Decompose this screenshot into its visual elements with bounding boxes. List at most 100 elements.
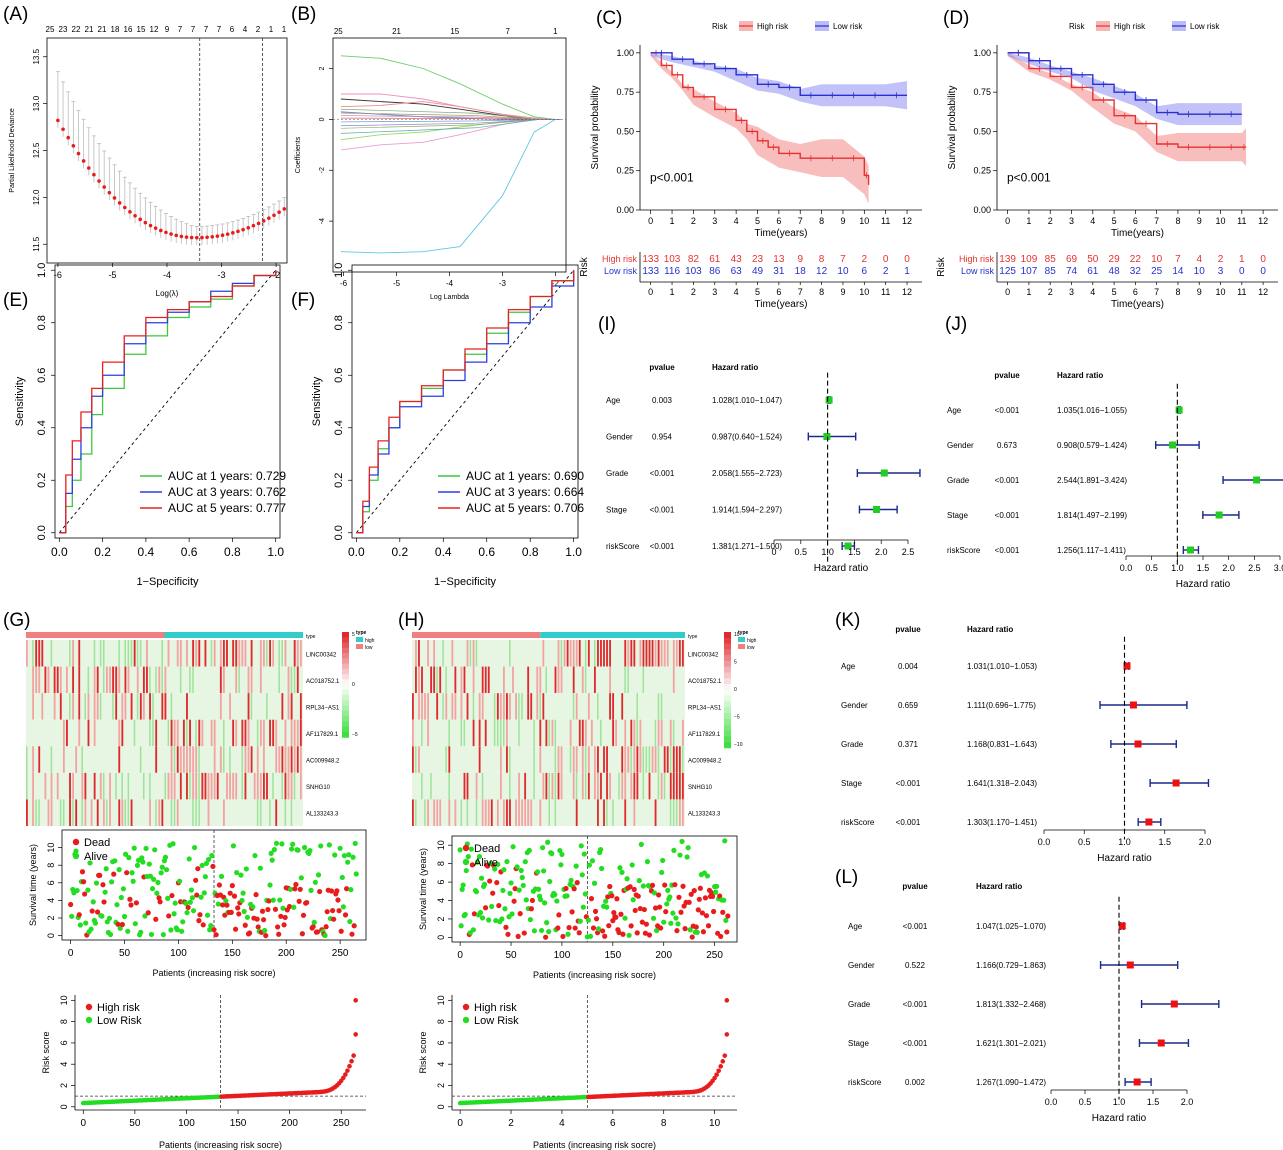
- heat-cell-green: [627, 666, 629, 694]
- alive-point: [312, 879, 318, 885]
- alive-point: [486, 917, 492, 923]
- x-tick-label: 4: [1090, 216, 1095, 226]
- y-tick-label: 0: [436, 935, 446, 940]
- risk-count: 116: [664, 266, 680, 277]
- plot-frame: [46, 37, 288, 264]
- x-axis-label: Hazard ratio: [814, 563, 869, 574]
- heat-cell: [226, 772, 228, 800]
- heat-cell-green: [84, 693, 87, 720]
- heat-cell: [527, 693, 530, 720]
- cv-point: [195, 235, 199, 240]
- dead-point: [576, 930, 582, 936]
- plot-frame: [54, 264, 281, 539]
- risk-count: 85: [1045, 254, 1057, 265]
- cv-point: [86, 166, 91, 170]
- alive-point: [684, 854, 690, 860]
- high-risk-point: [345, 1068, 350, 1073]
- heat-cell: [56, 772, 59, 800]
- heat-cell-green: [424, 799, 426, 826]
- alive-point: [279, 841, 285, 847]
- cv-point: [277, 210, 281, 214]
- heat-cell-green: [26, 746, 28, 773]
- alive-point: [238, 872, 244, 878]
- y-tick-label: 2: [319, 66, 326, 70]
- heat-cell: [603, 640, 605, 667]
- ci-band: [650, 52, 908, 110]
- risk-row-label: Low risk: [604, 266, 638, 276]
- heat-cell-green: [173, 799, 176, 826]
- color-scale-label: −5: [734, 715, 740, 721]
- risk-count: 2: [883, 266, 889, 277]
- dead-point: [266, 898, 272, 904]
- heat-cell-green: [421, 719, 423, 747]
- heat-cell: [430, 666, 433, 694]
- cv-point: [76, 151, 81, 156]
- dead-point: [216, 882, 222, 888]
- heat-cell: [597, 772, 599, 800]
- dead-point: [272, 906, 279, 912]
- alive-point: [352, 840, 358, 847]
- heat-cell: [657, 640, 660, 667]
- heat-cell: [296, 666, 299, 694]
- table-x-tick-label: 8: [819, 287, 824, 297]
- heat-cell: [524, 799, 527, 826]
- y-tick-label: 11.5: [32, 236, 41, 252]
- heat-cell-green: [509, 746, 511, 773]
- heat-cell: [250, 746, 253, 773]
- heat-cell: [290, 772, 293, 800]
- x-tick-label: 3.0: [1274, 563, 1283, 573]
- heat-cell: [484, 799, 487, 826]
- color-scale-step: [342, 642, 349, 649]
- heat-cell: [226, 640, 228, 667]
- heat-cell: [87, 693, 90, 720]
- heat-cell: [472, 666, 475, 694]
- top-tick-label: 25: [46, 25, 55, 34]
- heat-cell-green: [669, 746, 672, 773]
- color-scale-step: [724, 643, 731, 650]
- alive-point: [458, 923, 464, 929]
- y-axis-label: Survival probability: [947, 86, 958, 170]
- dead-point: [720, 909, 726, 915]
- heat-cell-green: [102, 666, 105, 694]
- y-tick-label: 8: [436, 861, 446, 866]
- risk-count: 12: [816, 266, 828, 277]
- heat-cell: [78, 640, 81, 667]
- heat-cell-green: [554, 772, 557, 800]
- alive-point: [147, 873, 153, 879]
- x-tick-label: -4: [446, 279, 454, 288]
- heat-cell: [241, 640, 244, 667]
- heat-cell: [581, 772, 584, 800]
- heat-cell: [75, 799, 78, 826]
- heat-cell-green: [460, 719, 463, 747]
- cv-point: [251, 223, 256, 228]
- cv-point: [215, 234, 220, 238]
- heat-cell: [490, 799, 493, 826]
- legend-label: Low Risk: [97, 1015, 142, 1027]
- x-tick-label: 0: [80, 1118, 86, 1129]
- x-tick-label: 1.5: [848, 547, 861, 557]
- row-hr-text: 0.987(0.640−1.524): [712, 433, 782, 442]
- dead-point: [572, 925, 578, 931]
- cv-point: [81, 159, 86, 163]
- cv-point: [174, 233, 179, 238]
- alive-point: [298, 875, 304, 881]
- dead-point: [602, 933, 608, 939]
- gene-label: AF117829.1: [306, 732, 339, 738]
- dead-point: [79, 869, 86, 875]
- heat-cell-green: [503, 719, 505, 747]
- x-tick-label: 4: [559, 1118, 565, 1129]
- heat-cell: [594, 772, 596, 800]
- risk-count: 1: [1239, 254, 1245, 265]
- high-risk-point: [349, 1058, 354, 1064]
- heat-cell-green: [259, 799, 262, 826]
- heat-cell: [232, 640, 235, 667]
- alive-point: [179, 928, 185, 934]
- heat-cell-green: [436, 666, 438, 694]
- heat-cell: [186, 746, 188, 773]
- x-tick-label: 10: [859, 216, 869, 226]
- dead-point: [696, 896, 702, 902]
- heat-cell: [481, 666, 484, 694]
- x-tick-label: 1.0: [267, 545, 284, 559]
- heat-cell: [139, 693, 142, 720]
